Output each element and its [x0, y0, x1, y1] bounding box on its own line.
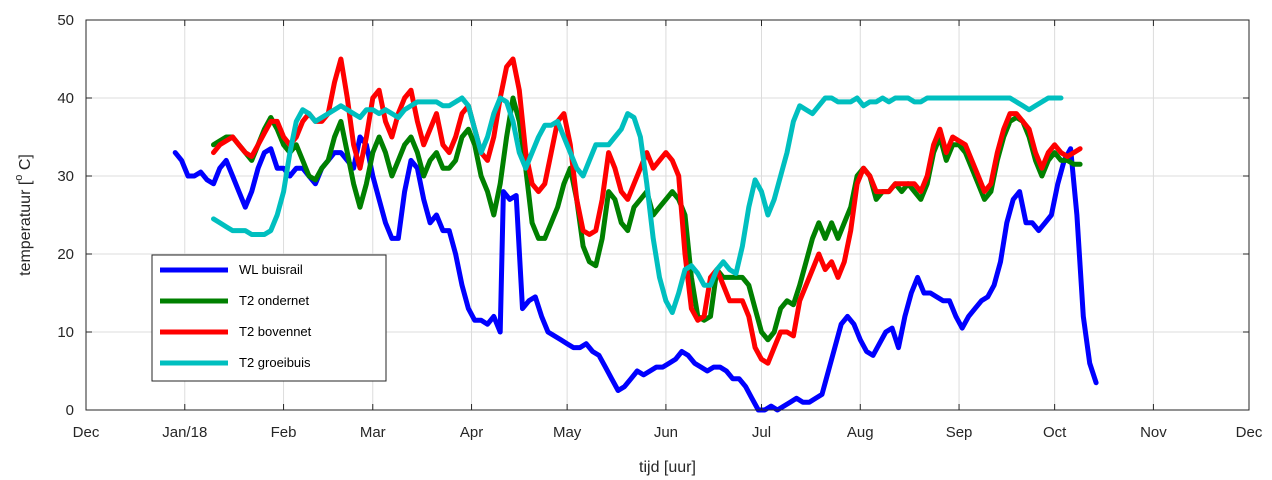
legend: WL buisrail T2 ondernet T2 bovennet T2 groe… — [151, 254, 387, 382]
y-axis-label: temperatuur [o C] — [13, 154, 34, 276]
x-tick-label: Nov — [1140, 424, 1167, 441]
series-line-4 — [211, 95, 1064, 315]
legend-label-3: T2 bovennet — [239, 324, 312, 339]
y-tick-label: 30 — [57, 168, 74, 185]
x-tick-label: Dec — [1236, 424, 1263, 441]
x-tick-label: Apr — [460, 424, 483, 441]
y-axis-label-unit: C] — [17, 154, 34, 174]
y-tick-label: 40 — [57, 90, 74, 107]
x-tick-label: May — [553, 424, 582, 441]
legend-box — [151, 254, 387, 382]
y-tick-label: 0 — [66, 402, 74, 419]
legend-label-1: WL buisrail — [239, 262, 303, 277]
x-axis-label: tijd [uur] — [639, 459, 696, 476]
y-tick-label: 20 — [57, 246, 74, 263]
axis-tick-labels: Dec Jan/18 Feb Mar Apr May Jun Jul Aug Sep Oct Nov D… — [57, 12, 1263, 441]
y-tick-label: 50 — [57, 12, 74, 29]
x-tick-label: Jun — [654, 424, 678, 441]
x-tick-label: Feb — [271, 424, 297, 441]
legend-label-4: T2 groeibuis — [239, 355, 311, 370]
y-axis-label-superscript: o — [13, 175, 25, 181]
series-line-3 — [211, 56, 1083, 366]
x-tick-label: Jan/18 — [162, 424, 207, 441]
axis-ticks — [85, 19, 1250, 411]
x-tick-label: Dec — [73, 424, 100, 441]
plot-area-border — [85, 19, 1250, 411]
series-layer — [172, 56, 1099, 413]
legend-label-2: T2 ondernet — [239, 293, 309, 308]
x-tick-label: Jul — [752, 424, 771, 441]
x-tick-label: Mar — [360, 424, 386, 441]
x-tick-label: Aug — [847, 424, 874, 441]
x-tick-label: Oct — [1043, 424, 1067, 441]
x-tick-label: Sep — [946, 424, 973, 441]
y-axis-label-main: temperatuur [ — [17, 180, 34, 276]
y-tick-label: 10 — [57, 324, 74, 341]
